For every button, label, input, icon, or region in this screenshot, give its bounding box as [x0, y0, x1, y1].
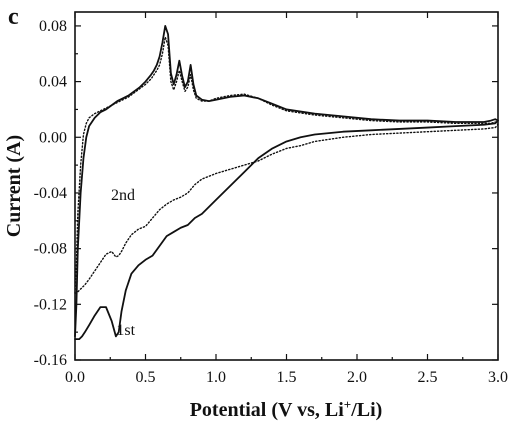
- y-axis-title: Current (A): [3, 135, 25, 237]
- plot-frame: [74, 11, 499, 361]
- x-tick-label: 0.5: [136, 369, 156, 386]
- y-tick-label: -0.16: [34, 352, 67, 369]
- y-tick-label: -0.08: [34, 241, 67, 258]
- x-axis-title: Potential (V vs, Li+/Li): [190, 397, 383, 421]
- x-tick-label: 1.5: [277, 369, 297, 386]
- panel-label: c: [8, 4, 19, 30]
- series-line-second-cycle: [74, 36, 499, 294]
- y-tick-label: 0.08: [39, 18, 67, 35]
- x-tick-label: 1.0: [206, 369, 226, 386]
- y-tick-label: 0.04: [39, 74, 67, 91]
- series-group: [74, 25, 499, 341]
- series-line-first-cycle: [74, 25, 499, 341]
- y-tick-label: -0.04: [34, 185, 67, 202]
- series-annotation: 1st: [116, 322, 135, 339]
- x-axis-title-suffix: /Li): [350, 399, 382, 421]
- x-tick-label: 3.0: [488, 369, 508, 386]
- x-axis-title-superscript: +: [344, 397, 351, 412]
- x-tick-label: 2.5: [418, 369, 438, 386]
- annotation-group: 2nd 1st: [111, 187, 136, 339]
- x-tick-label: 0.0: [65, 369, 85, 386]
- series-annotation: 2nd: [111, 187, 135, 204]
- tick-group: 0.0 0.5 1.0 1.5 2.0 2.5 3.0 0.08 0.04 0.00 -0.04 -0…: [34, 12, 508, 386]
- y-tick-label: -0.12: [34, 296, 67, 313]
- x-tick-label: 2.0: [347, 369, 367, 386]
- y-tick-label: 0.00: [39, 129, 67, 146]
- x-axis-title-main: Potential (V vs, Li: [190, 399, 345, 421]
